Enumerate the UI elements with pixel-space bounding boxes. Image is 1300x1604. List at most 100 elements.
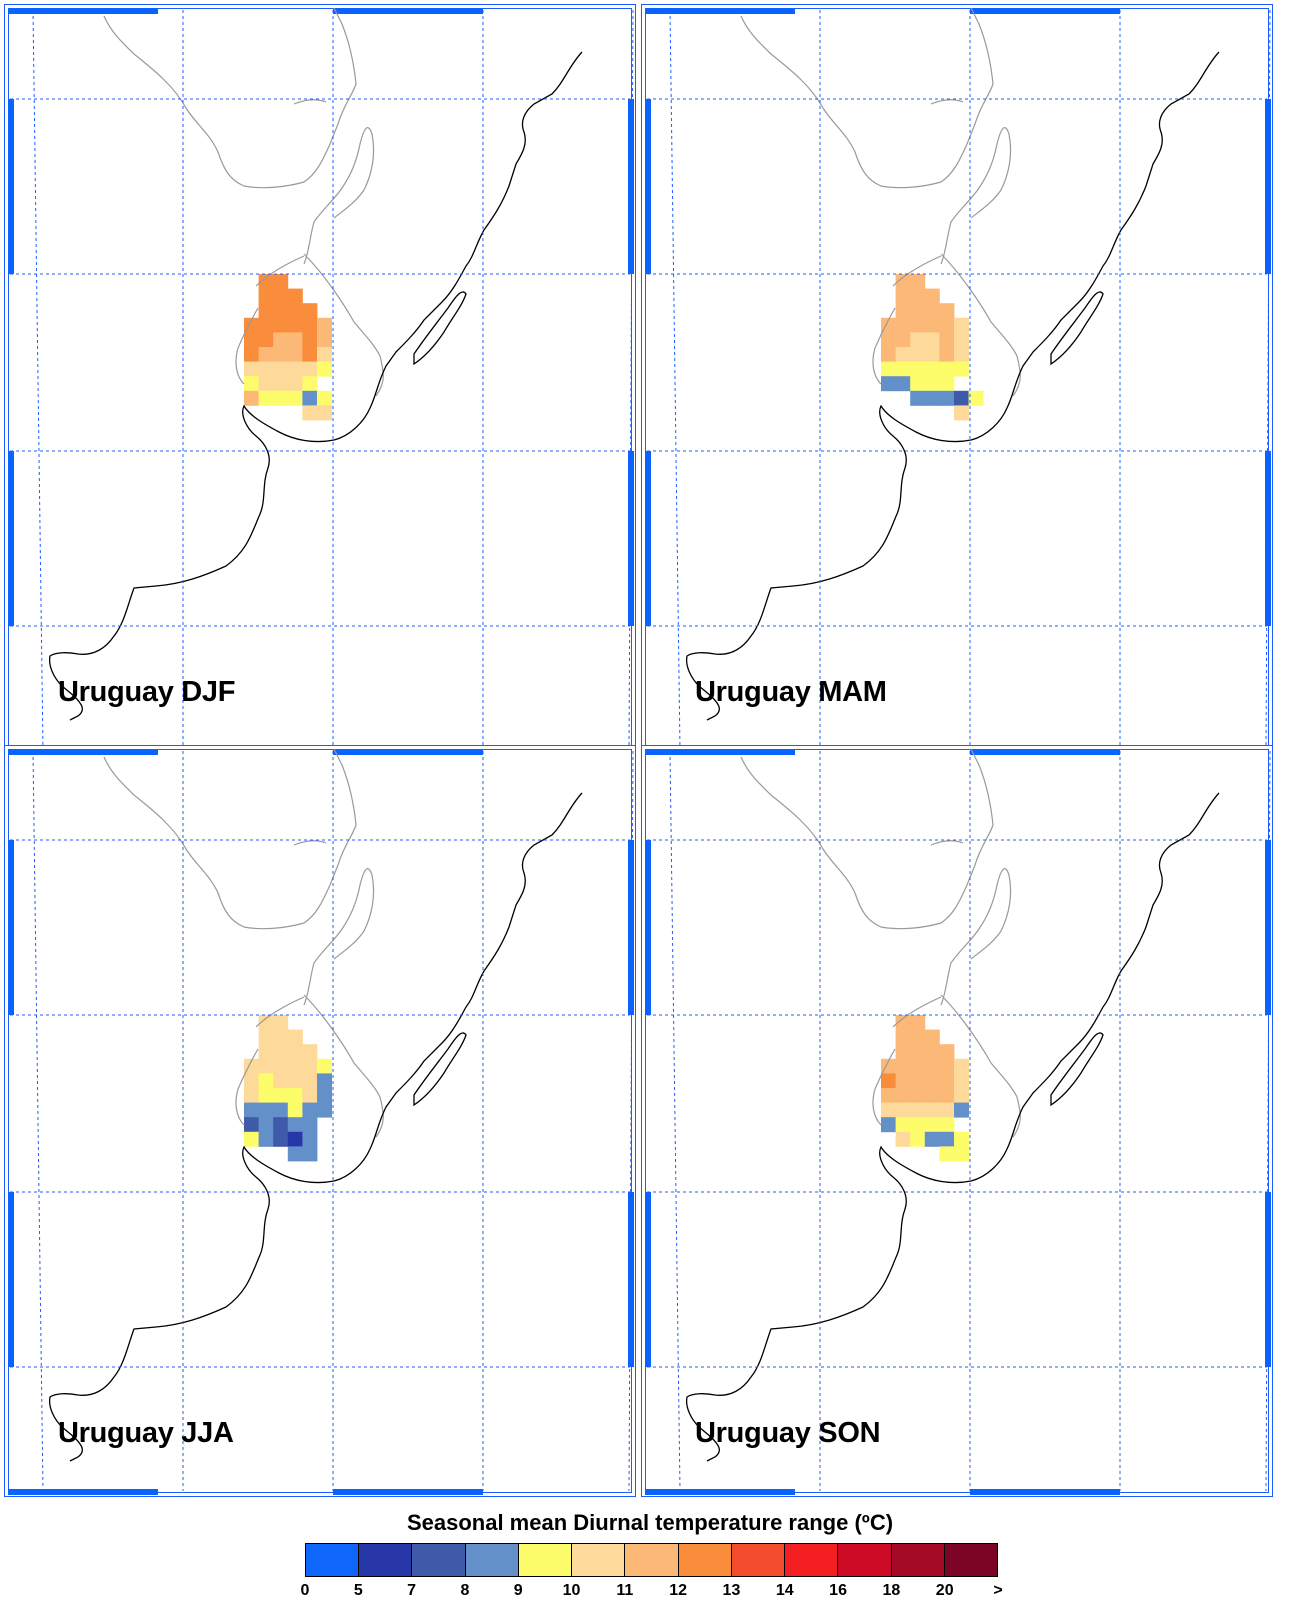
grid-cell	[910, 361, 926, 377]
map-panel-son: Uruguay SON	[641, 745, 1273, 1497]
grid-cell	[258, 288, 274, 304]
grid-cell	[910, 288, 926, 304]
legend-color-bar	[305, 1543, 998, 1577]
grid-cell	[258, 1073, 274, 1089]
legend-swatch	[412, 1544, 466, 1576]
grid-cell	[910, 1088, 926, 1103]
grid-cell	[895, 1131, 911, 1147]
frame-tick-bar	[645, 451, 651, 626]
grid-cell	[895, 317, 911, 333]
grid-cell	[954, 1131, 969, 1147]
grid-cell	[910, 317, 926, 333]
grid-cell	[895, 274, 911, 289]
grid-cell	[258, 1015, 274, 1030]
grid-cell	[273, 390, 289, 406]
grid-cell	[244, 1117, 259, 1133]
grid-cell	[910, 332, 926, 348]
grid-cell	[302, 390, 318, 406]
legend-tick-label: 9	[513, 1582, 523, 1599]
frame-tick-bar	[8, 451, 14, 626]
grid-cell	[910, 274, 926, 289]
grid-cell	[954, 317, 969, 333]
grid-cell	[924, 1044, 940, 1060]
legend-tick-labels: 0 5 7 8 9 10 11 12 13 14 16 18 20 >	[0, 1582, 1300, 1602]
grid-cell	[924, 1088, 940, 1103]
grid-cell	[273, 332, 289, 348]
frame-tick-bar	[970, 8, 1120, 14]
frame-tick-bar	[645, 99, 651, 274]
legend-swatch	[785, 1544, 839, 1576]
grid-cell	[302, 1146, 318, 1162]
frame-tick-bar	[1265, 451, 1271, 626]
coastline	[48, 51, 583, 721]
legend-tick-label: >	[993, 1582, 1003, 1599]
grid-cell	[273, 1029, 289, 1045]
grid-cell	[924, 317, 940, 333]
grid-cell	[924, 347, 940, 362]
river-border-line	[740, 7, 1021, 397]
grid-cell	[244, 1058, 259, 1074]
grid-cell	[954, 332, 969, 348]
legend-tick-label: 7	[407, 1582, 417, 1599]
grid-cell	[258, 361, 274, 377]
grid-cell	[939, 1131, 955, 1147]
frame-tick-bar	[333, 749, 483, 755]
grid-cell	[258, 303, 274, 319]
river-border-line	[103, 748, 384, 1138]
legend-tick-label: 16	[829, 1582, 847, 1599]
grid-cell	[258, 1058, 274, 1074]
grid-cell	[910, 1117, 926, 1133]
grid-cell	[954, 1088, 969, 1103]
grid-cell	[287, 1058, 303, 1074]
grid-cell	[910, 1073, 926, 1089]
colorbar-legend: Seasonal mean Diurnal temperature range …	[0, 1510, 1300, 1604]
grid-cell	[258, 1044, 274, 1060]
grid-cell	[895, 361, 911, 377]
grid-cell	[302, 1131, 318, 1147]
grid-cell	[302, 1044, 318, 1060]
grid-cell	[881, 347, 896, 362]
frame-tick-bar	[628, 99, 634, 274]
frame-tick-bar	[645, 840, 651, 1015]
grid-cell	[910, 1058, 926, 1074]
legend-swatch	[944, 1544, 998, 1576]
grid-cell	[910, 1015, 926, 1030]
frame-tick-bar	[645, 8, 795, 14]
lagoon-outline	[413, 1032, 467, 1107]
grid-cell	[924, 1029, 940, 1045]
grid-cell	[287, 1102, 303, 1118]
outer-frame	[4, 4, 636, 756]
legend-swatch	[359, 1544, 413, 1576]
legend-swatch	[572, 1544, 626, 1576]
outer-frame	[4, 745, 636, 1497]
grid-cell	[287, 347, 303, 362]
grid-cell	[910, 1044, 926, 1060]
grid-cell	[895, 347, 911, 362]
grid-cell	[895, 1015, 911, 1030]
grid-cell	[968, 390, 984, 406]
legend-tick-label: 5	[353, 1582, 363, 1599]
grid-cell	[302, 1073, 318, 1089]
grid-cell	[287, 332, 303, 348]
frame-tick-bar	[8, 1489, 158, 1495]
grid-cell	[258, 332, 274, 348]
grid-cell	[273, 361, 289, 377]
grid-cell	[939, 303, 955, 319]
map-canvas	[4, 4, 636, 756]
grid-cell	[244, 317, 259, 333]
grid-cell	[302, 332, 318, 348]
grid-cell	[317, 317, 332, 333]
frame-tick-bar	[645, 1489, 795, 1495]
grid-cell	[287, 1146, 303, 1162]
grid-cell	[273, 317, 289, 333]
frame-tick-bar	[8, 749, 158, 755]
frame-tick-bar	[1265, 1192, 1271, 1367]
grid-cell	[258, 1088, 274, 1103]
grid-cell	[881, 361, 896, 377]
frame-tick-bar	[8, 840, 14, 1015]
legend-swatch	[838, 1544, 892, 1576]
legend-tick-label: 8	[460, 1582, 470, 1599]
grid-cell	[954, 390, 969, 406]
grid-cell	[954, 405, 969, 421]
legend-tick-label: 11	[616, 1582, 634, 1599]
